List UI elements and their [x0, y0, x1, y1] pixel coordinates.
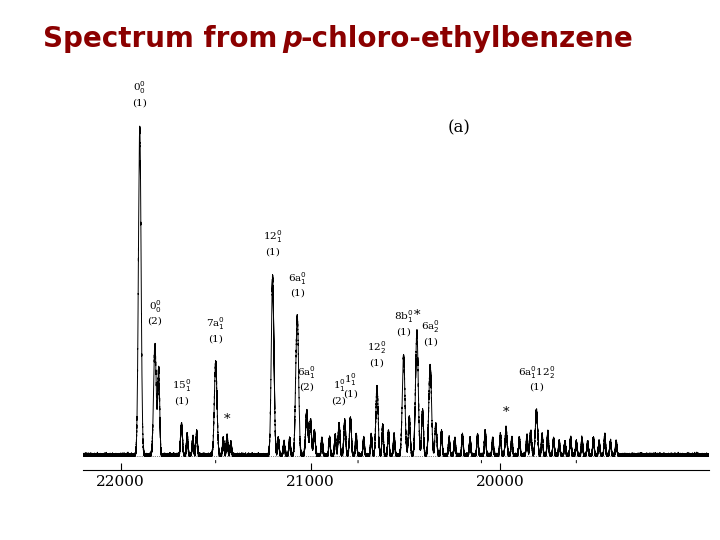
Text: 12$_2^0$
(1): 12$_2^0$ (1)	[367, 340, 387, 367]
Text: *: *	[503, 407, 509, 420]
Text: 0$_0^0$
(2): 0$_0^0$ (2)	[148, 298, 163, 326]
Text: 6a$_1^0$
(2): 6a$_1^0$ (2)	[297, 364, 316, 392]
Text: -chloro-ethylbenzene: -chloro-ethylbenzene	[300, 25, 633, 52]
Text: (a): (a)	[447, 119, 470, 136]
Text: 0$_0^0$
(1): 0$_0^0$ (1)	[132, 79, 147, 107]
Text: 7a$_1^0$
(1): 7a$_1^0$ (1)	[206, 315, 225, 343]
Text: 12$_1^0$
(1): 12$_1^0$ (1)	[263, 228, 282, 256]
Text: *: *	[413, 309, 420, 322]
Text: 6a$_1^0$
(1): 6a$_1^0$ (1)	[288, 270, 307, 298]
Text: p: p	[282, 25, 302, 52]
Text: 1$_1^0$
(1): 1$_1^0$ (1)	[343, 371, 358, 399]
Text: Laboratory of Molecular Spectroscopy & Nano Materials, Pusan National University: Laboratory of Molecular Spectroscopy & N…	[8, 514, 712, 528]
Text: Spectrum from: Spectrum from	[43, 25, 287, 52]
Text: 15$_1^0$
(1): 15$_1^0$ (1)	[172, 377, 192, 406]
Text: *: *	[224, 414, 230, 427]
Text: 1$_1^0$
(2): 1$_1^0$ (2)	[332, 377, 346, 406]
Text: 8b$_1^0$
(1): 8b$_1^0$ (1)	[394, 308, 413, 336]
Text: 6a$_2^0$
(1): 6a$_2^0$ (1)	[420, 319, 440, 347]
Text: 6a$_1^0$12$_2^0$
(1): 6a$_1^0$12$_2^0$ (1)	[518, 364, 555, 392]
